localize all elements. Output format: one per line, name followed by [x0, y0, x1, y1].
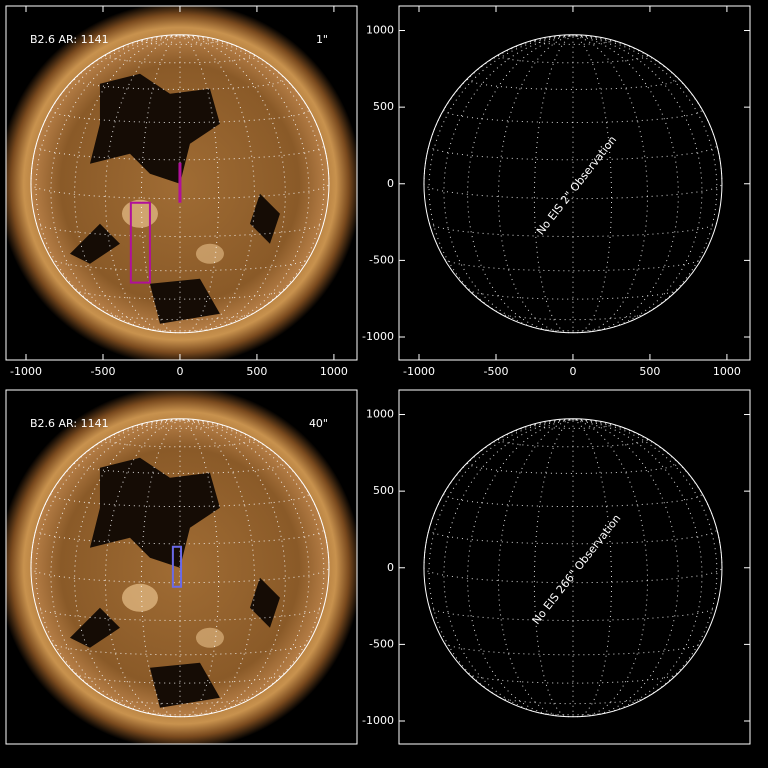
- coronal-hole: [89, 457, 220, 568]
- grid-line: [74, 462, 286, 475]
- frame: [5, 5, 358, 361]
- grid-line: [572, 419, 718, 706]
- bright-region: [195, 627, 224, 648]
- y-tick-label: -1000: [362, 330, 394, 343]
- grid-line: [35, 606, 325, 621]
- grid-line: [74, 673, 285, 684]
- grid-line: [428, 35, 574, 322]
- coronal-hole: [89, 73, 220, 184]
- grid-line: [537, 328, 609, 332]
- grid-line: [179, 35, 325, 322]
- y-tick-label: 0: [387, 177, 394, 190]
- frame: [398, 5, 751, 361]
- coronal-hole: [69, 607, 120, 648]
- limb: [423, 34, 723, 334]
- limb: [30, 418, 330, 718]
- panel: [423, 418, 723, 718]
- limb: [30, 34, 330, 334]
- x-tick-label: -1000: [10, 365, 42, 378]
- y-tick-label: 1000: [366, 408, 394, 421]
- panel-label: B2.6 AR: 1141: [30, 417, 109, 430]
- grid-line: [467, 289, 678, 300]
- x-tick-label: -500: [91, 365, 116, 378]
- raster-box: [129, 201, 151, 284]
- grid-line: [74, 289, 285, 300]
- frame: [398, 389, 751, 745]
- x-tick-label: 0: [569, 365, 576, 378]
- raster-box: [171, 545, 183, 588]
- bright-region: [121, 583, 158, 612]
- bright-region: [195, 243, 224, 264]
- grid-line: [35, 222, 325, 237]
- coronal-hole: [149, 662, 220, 708]
- x-tick-label: 1000: [320, 365, 348, 378]
- grid-line: [35, 419, 181, 706]
- y-tick-label: -500: [369, 253, 394, 266]
- x-tick-label: 500: [246, 365, 267, 378]
- panel: [423, 34, 723, 334]
- frame: [5, 389, 358, 745]
- grid-line: [467, 673, 678, 684]
- grid-line: [428, 419, 574, 706]
- grid-line: [74, 78, 286, 91]
- bright-region: [121, 199, 158, 228]
- marker-label: 40": [309, 417, 328, 430]
- x-tick-label: 0: [176, 365, 183, 378]
- grid-line: [423, 567, 723, 584]
- x-tick-label: 500: [639, 365, 660, 378]
- y-tick-label: 500: [373, 100, 394, 113]
- x-tick-label: -1000: [403, 365, 435, 378]
- y-tick-label: 0: [387, 561, 394, 574]
- coronal-hole: [69, 223, 120, 264]
- marker-label: 1": [316, 33, 328, 46]
- grid-line: [30, 567, 330, 584]
- coronal-hole: [149, 278, 220, 324]
- y-tick-label: -500: [369, 637, 394, 650]
- panel-label: B2.6 AR: 1141: [30, 33, 109, 46]
- grid-line: [423, 183, 723, 200]
- grid-line: [537, 712, 609, 716]
- grid-line: [428, 606, 718, 621]
- grid-line: [144, 328, 216, 332]
- grid-line: [30, 183, 330, 200]
- grid-line: [572, 35, 718, 322]
- grid-line: [35, 35, 181, 322]
- grid-line: [428, 222, 718, 237]
- x-tick-label: 1000: [713, 365, 741, 378]
- limb: [423, 418, 723, 718]
- y-tick-label: 1000: [366, 24, 394, 37]
- grid-line: [467, 78, 679, 91]
- y-tick-label: 500: [373, 484, 394, 497]
- grid-line: [179, 419, 325, 706]
- x-tick-label: -500: [484, 365, 509, 378]
- y-tick-label: -1000: [362, 714, 394, 727]
- grid-line: [467, 462, 679, 475]
- grid-line: [144, 712, 216, 716]
